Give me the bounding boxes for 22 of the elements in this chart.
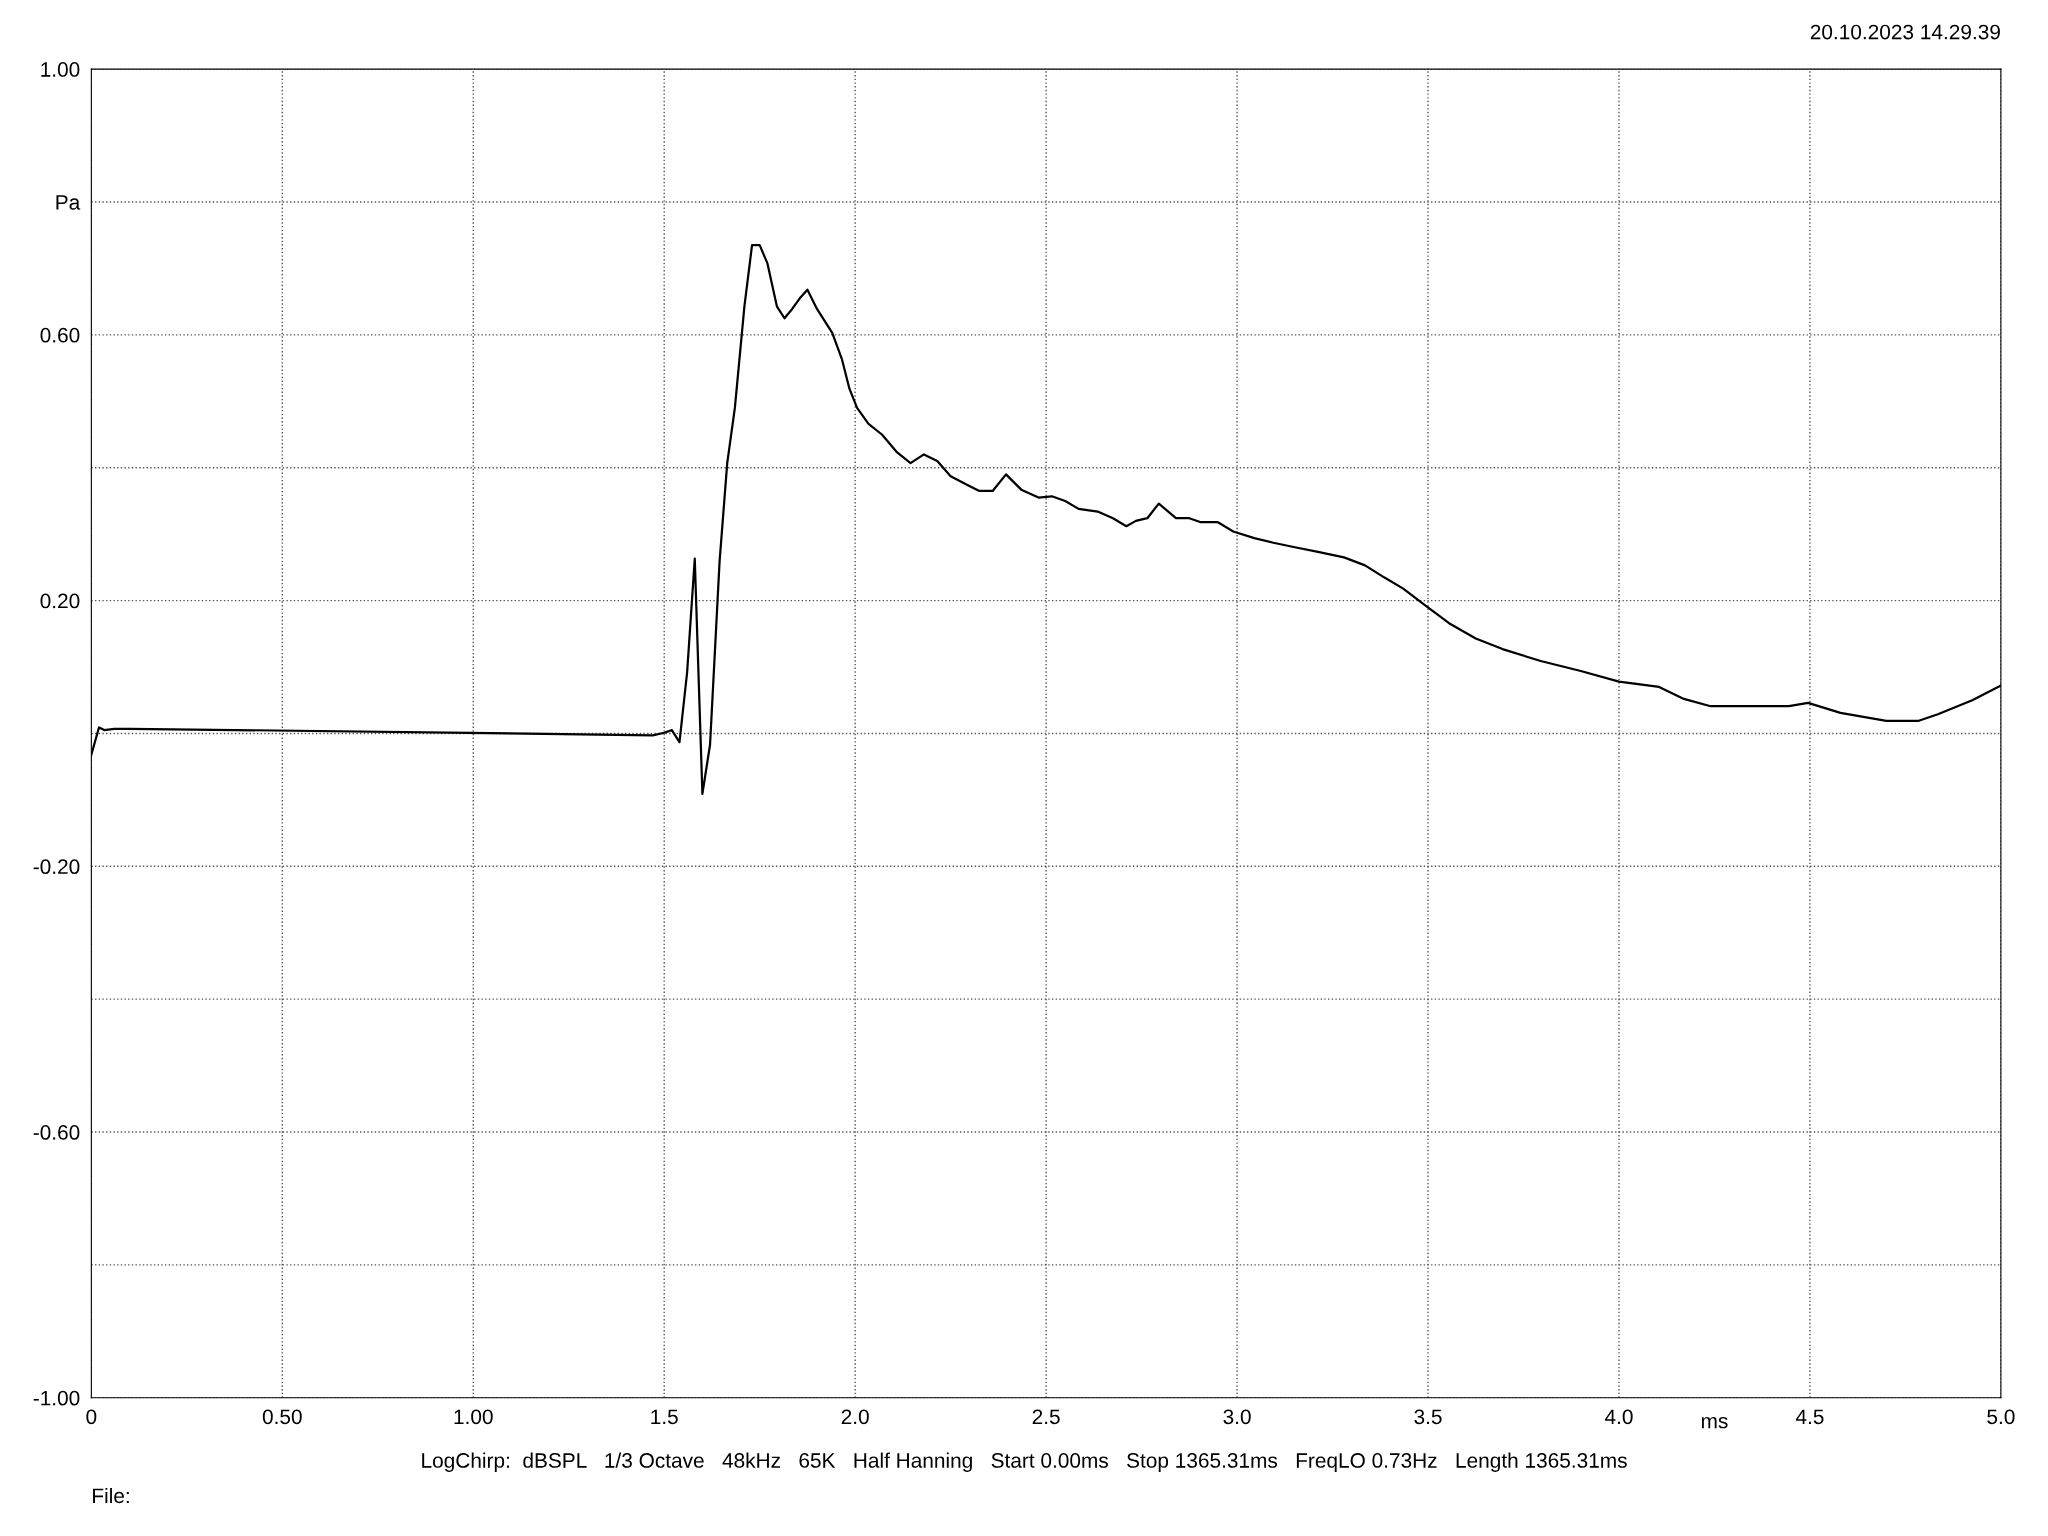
y-tick-label: -0.60 (33, 1125, 80, 1140)
y-tick-label: Pa (56, 195, 81, 210)
x-tick-label: 4.0 (1604, 1409, 1633, 1425)
x-tick-label: 5.0 (1987, 1409, 2015, 1425)
text: File: (93, 1487, 129, 1504)
x-tick-label: 2.0 (841, 1409, 869, 1425)
x-tick-label: 0.50 (262, 1409, 302, 1425)
x-tick-label: 4.5 (1795, 1409, 1824, 1425)
x-axis-title: ms (1701, 1416, 1728, 1429)
x-tick-label: 2.5 (1032, 1409, 1060, 1425)
text: 20.10.2023 14.29.39 (1810, 24, 2000, 40)
x-tick-label: 1.5 (651, 1409, 678, 1425)
x-tick-label: 3.0 (1223, 1409, 1251, 1425)
text: LogChirp: dBSPL 1/3 Octave 48kHz 65K Half Hanning Start 0.00ms Stop 1365.31ms FreqLO 0.73Hz Length 1365.31ms (422, 1452, 1627, 1472)
y-tick-label: 0.60 (40, 327, 80, 343)
y-tick-label: 0.20 (40, 593, 80, 609)
y-tick-label: -0.20 (33, 859, 80, 875)
x-tick-label: 1.00 (454, 1409, 493, 1425)
y-tick-label: -1.00 (33, 1390, 80, 1406)
x-tick-label: 3.5 (1414, 1409, 1442, 1425)
x-tick-label: 0 (86, 1409, 97, 1425)
y-tick-label: 1.00 (41, 62, 80, 77)
